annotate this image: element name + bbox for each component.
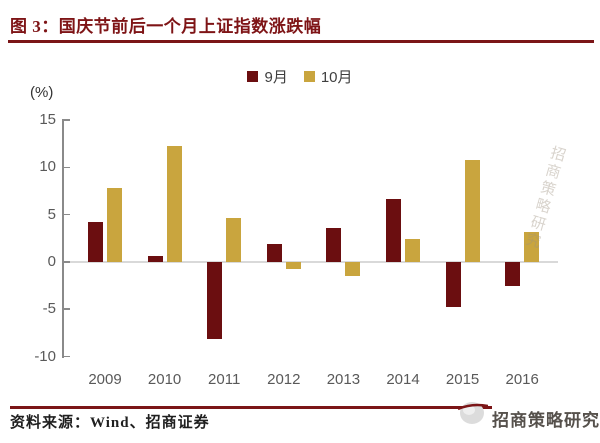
y-axis-tick-10 — [63, 166, 70, 169]
x-axis-label-2015: 2015 — [445, 371, 480, 388]
bar-2010-10月 — [166, 146, 182, 262]
bar-2009-9月 — [88, 222, 103, 262]
bar-2015-10月 — [464, 159, 480, 262]
y-tick-label-15: 15 — [39, 111, 56, 128]
brand-name-text: 招商策略研究 — [492, 411, 600, 430]
brand-logo-icon — [458, 402, 488, 424]
x-axis-label-2009: 2009 — [88, 371, 122, 388]
bar-2013-9月 — [326, 227, 342, 262]
legend-label-september: 9月 — [264, 68, 288, 86]
bar-2012-9月 — [266, 243, 282, 262]
y-tick-label--5: -5 — [42, 300, 56, 318]
y-axis-tick--10 — [63, 355, 70, 358]
data-source-text: 资料来源：Wind、招商证券 — [10, 415, 210, 431]
bar-2016-10月 — [524, 231, 540, 262]
y-axis-tick--5 — [63, 308, 70, 310]
x-axis-label-2012: 2012 — [267, 371, 301, 388]
zero-gridline — [63, 261, 558, 263]
y-tick-label-0: 0 — [47, 252, 56, 270]
title-underline — [8, 40, 594, 43]
figure-title: 图 3：国庆节前后一个月上证指数涨跌幅 — [10, 17, 322, 36]
bar-2010-9月 — [147, 256, 163, 262]
bar-2014-10月 — [405, 239, 420, 262]
chart-legend: 9月 10月 — [0, 66, 600, 86]
footer-divider — [10, 406, 492, 409]
bar-2011-10月 — [226, 218, 242, 262]
bar-2016-9月 — [505, 261, 521, 287]
x-axis-label-2016: 2016 — [505, 371, 539, 388]
x-axis-label-2010: 2010 — [147, 371, 182, 388]
y-tick-label--10: -10 — [34, 347, 56, 365]
y-tick-label-10: 10 — [39, 158, 56, 176]
bar-2011-9月 — [207, 261, 223, 339]
y-tick-label-5: 5 — [47, 205, 56, 223]
brand-footer: 招商策略研究 — [458, 399, 599, 430]
y-axis-line — [62, 119, 64, 358]
bar-2015-9月 — [445, 261, 461, 308]
y-axis-tick-15 — [63, 119, 70, 121]
legend-item-october: 10月 — [303, 66, 353, 87]
y-axis-unit-label: (%) — [30, 84, 54, 101]
bar-2012-10月 — [285, 261, 301, 270]
legend-label-october: 10月 — [320, 68, 353, 86]
october-color-swatch — [303, 70, 315, 82]
bar-2014-9月 — [386, 199, 401, 262]
bar-2013-10月 — [345, 261, 361, 277]
y-axis-tick-0 — [63, 261, 70, 263]
september-color-swatch — [247, 70, 259, 82]
x-axis-label-2011: 2011 — [208, 371, 241, 388]
y-axis-tick-5 — [63, 213, 70, 216]
x-axis-label-2013: 2013 — [326, 371, 361, 388]
bar-2009-10月 — [107, 188, 122, 262]
x-axis-label-2014: 2014 — [386, 371, 420, 388]
legend-item-september: 9月 — [247, 66, 288, 87]
